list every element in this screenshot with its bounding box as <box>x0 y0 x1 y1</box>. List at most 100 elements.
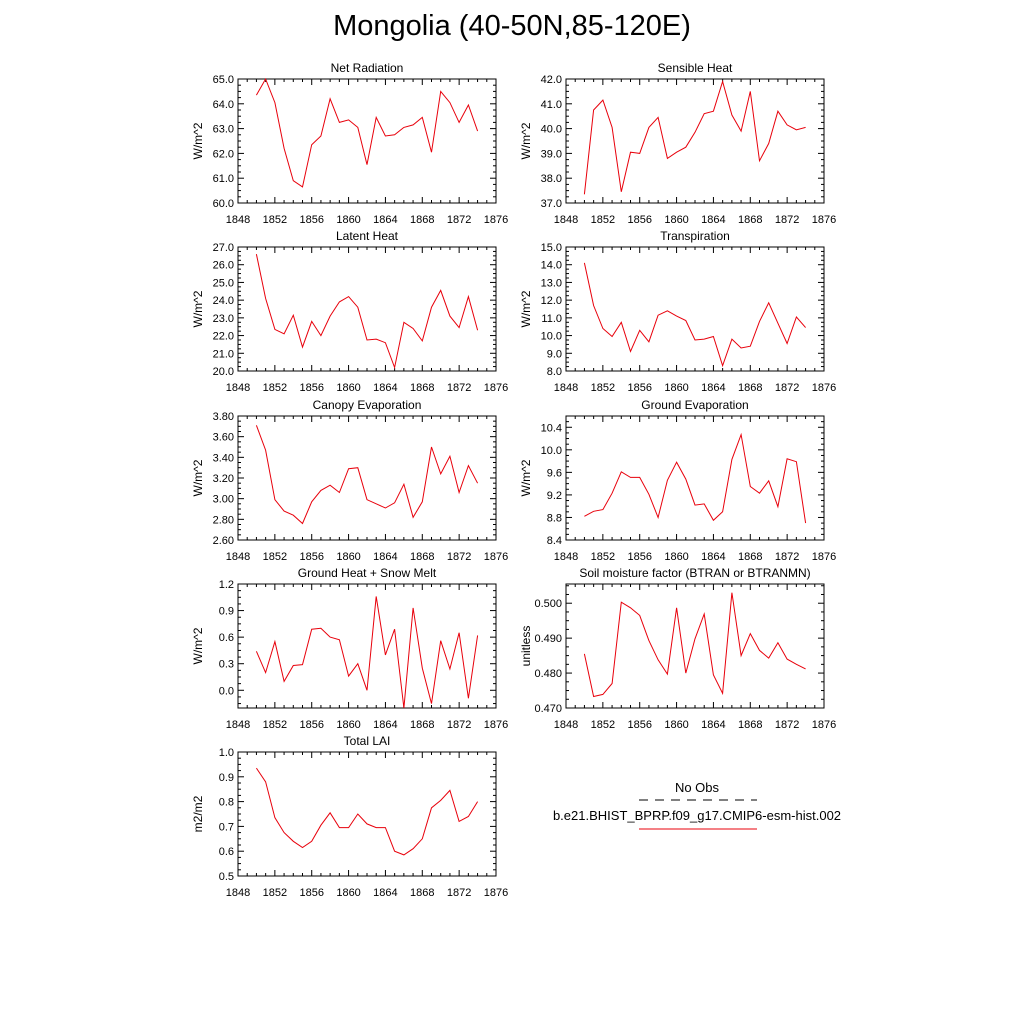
x-tick-label: 1856 <box>627 214 651 226</box>
x-tick-label: 1860 <box>336 719 360 731</box>
x-tick-label: 1852 <box>591 382 615 394</box>
y-tick-label: 38.0 <box>541 173 562 185</box>
x-tick-label: 1876 <box>484 551 508 563</box>
x-tick-label: 1876 <box>484 887 508 899</box>
x-tick-label: 1860 <box>336 887 360 899</box>
y-axis-label: m2/m2 <box>191 795 205 832</box>
y-tick-label: 37.0 <box>541 198 562 210</box>
y-tick-label: 12.0 <box>541 295 562 307</box>
x-tick-label: 1856 <box>299 214 323 226</box>
y-tick-label: 10.4 <box>541 422 562 434</box>
series-line <box>583 592 806 698</box>
x-tick-label: 1856 <box>627 719 651 731</box>
x-tick-label: 1860 <box>664 551 688 563</box>
x-tick-label: 1864 <box>701 214 725 226</box>
y-tick-label: 0.0 <box>219 685 234 697</box>
x-tick-label: 1872 <box>447 382 471 394</box>
x-tick-label: 1848 <box>226 887 250 899</box>
y-tick-label: 2.80 <box>213 514 234 526</box>
y-tick-label: 22.0 <box>213 331 234 343</box>
x-tick-label: 1868 <box>738 382 762 394</box>
y-tick-label: 3.80 <box>213 411 234 423</box>
y-axis-label: W/m^2 <box>519 459 533 496</box>
x-tick-label: 1860 <box>664 719 688 731</box>
y-tick-label: 0.470 <box>534 703 562 715</box>
x-tick-label: 1856 <box>627 382 651 394</box>
x-tick-label: 1868 <box>410 719 434 731</box>
y-axis-label: W/m^2 <box>191 459 205 496</box>
x-tick-label: 1876 <box>812 551 836 563</box>
y-tick-label: 15.0 <box>541 242 562 254</box>
x-tick-label: 1864 <box>701 382 725 394</box>
x-tick-label: 1852 <box>591 719 615 731</box>
y-tick-label: 0.6 <box>219 632 234 644</box>
series-line <box>255 77 479 188</box>
x-tick-label: 1860 <box>664 214 688 226</box>
y-tick-label: 41.0 <box>541 99 562 111</box>
y-tick-label: 0.9 <box>219 606 234 618</box>
x-tick-label: 1848 <box>554 551 578 563</box>
x-tick-label: 1868 <box>738 214 762 226</box>
x-tick-label: 1868 <box>410 887 434 899</box>
y-tick-label: 63.0 <box>213 124 234 136</box>
y-tick-label: 23.0 <box>213 313 234 325</box>
page-title: Mongolia (40-50N,85-120E) <box>333 10 691 42</box>
y-tick-label: 0.9 <box>219 772 234 784</box>
x-tick-label: 1856 <box>299 887 323 899</box>
series-line <box>583 79 806 195</box>
y-tick-label: 0.5 <box>219 871 234 883</box>
y-tick-label: 8.8 <box>547 512 562 524</box>
x-tick-label: 1864 <box>373 551 397 563</box>
legend-label-no-obs: No Obs <box>675 780 720 795</box>
plot-frame <box>237 246 497 372</box>
y-tick-label: 60.0 <box>213 198 234 210</box>
x-tick-label: 1860 <box>336 382 360 394</box>
plot-frame <box>237 751 497 877</box>
x-tick-label: 1860 <box>336 214 360 226</box>
plot-frame <box>237 78 497 204</box>
x-tick-label: 1868 <box>738 551 762 563</box>
plot-frame <box>565 583 825 709</box>
plot-frame <box>237 415 497 541</box>
y-tick-label: 3.60 <box>213 432 234 444</box>
x-tick-label: 1856 <box>299 551 323 563</box>
x-tick-label: 1848 <box>554 214 578 226</box>
y-tick-label: 10.0 <box>541 445 562 457</box>
x-tick-label: 1876 <box>812 214 836 226</box>
y-tick-label: 13.0 <box>541 277 562 289</box>
chart-panel-8: Soil moisture factor (BTRAN or BTRANMN) u… <box>519 566 836 731</box>
y-tick-label: 42.0 <box>541 74 562 86</box>
y-tick-label: 2.60 <box>213 535 234 547</box>
x-tick-label: 1852 <box>263 214 287 226</box>
y-tick-label: 9.2 <box>547 490 562 502</box>
y-tick-label: 21.0 <box>213 348 234 360</box>
y-tick-label: 0.480 <box>534 668 562 680</box>
y-tick-label: 39.0 <box>541 148 562 160</box>
y-tick-label: 62.0 <box>213 148 234 160</box>
chart-panel-1: Net Radiation W/m^2 1848 1852 1856 1860 1864 18… <box>191 61 508 226</box>
x-tick-label: 1868 <box>738 719 762 731</box>
x-tick-label: 1872 <box>447 551 471 563</box>
y-tick-label: 61.0 <box>213 173 234 185</box>
panel-title: Canopy Evaporation <box>313 398 422 412</box>
x-tick-label: 1848 <box>226 382 250 394</box>
chart-panel-4: Transpiration W/m^2 1848 1852 1856 1860 1864 18… <box>519 229 836 394</box>
chart-panel-3: Latent Heat W/m^2 1848 1852 1856 1860 1864 1868… <box>191 229 508 394</box>
y-axis-label: W/m^2 <box>191 122 205 159</box>
y-tick-label: 0.490 <box>534 633 562 645</box>
y-tick-label: 10.0 <box>541 331 562 343</box>
y-tick-label: 1.2 <box>219 579 234 591</box>
y-tick-label: 0.3 <box>219 659 234 671</box>
x-tick-label: 1852 <box>591 551 615 563</box>
y-axis-label: W/m^2 <box>519 122 533 159</box>
y-tick-label: 0.8 <box>219 797 234 809</box>
plot-frame <box>565 246 825 372</box>
panel-title: Ground Heat + Snow Melt <box>298 566 437 580</box>
x-tick-label: 1852 <box>263 382 287 394</box>
series-line <box>255 767 479 856</box>
y-tick-label: 3.00 <box>213 494 234 506</box>
panel-title: Ground Evaporation <box>641 398 748 412</box>
x-tick-label: 1852 <box>263 719 287 731</box>
x-tick-label: 1856 <box>627 551 651 563</box>
y-tick-label: 65.0 <box>213 74 234 86</box>
